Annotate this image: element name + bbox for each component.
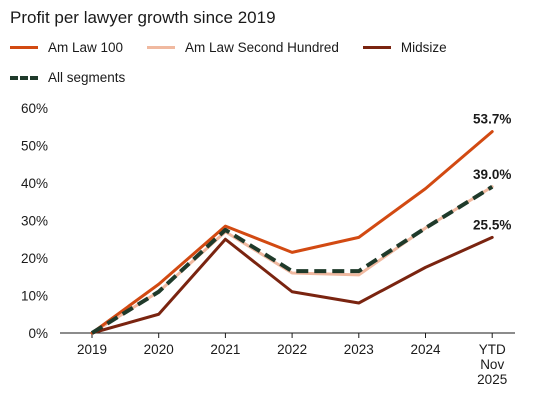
y-tick-label: 40% [21,176,48,191]
y-tick-label: 0% [28,326,48,341]
y-tick-label: 30% [21,214,48,229]
legend-label-am-law-second-hundred: Am Law Second Hundred [185,40,339,55]
x-tick-label: 2023 [344,342,374,357]
legend-swatch-am-law-100 [10,46,38,49]
data-label: 53.7% [473,112,511,127]
x-tick-label: 2019 [77,342,107,357]
chart-title: Profit per lawyer growth since 2019 [10,8,276,27]
legend-swatch-midsize [362,46,391,49]
legend-swatch-all-segments [10,75,38,80]
x-tick-label: 2021 [210,342,240,357]
y-tick-label: 50% [21,139,48,154]
y-tick-label: 20% [21,251,48,266]
y-tick-label: 60% [21,101,48,116]
series-line-all-segments [90,185,494,335]
data-label: 39.0% [473,167,511,182]
x-tick-label: YTD Nov 2025 [477,342,507,387]
x-tick-label: 2020 [144,342,174,357]
legend-label-all-segments: All segments [48,70,126,85]
legend: Am Law 100 Am Law Second Hundred Midsize [10,40,447,55]
x-tick-label: 2022 [277,342,307,357]
series-line-am-law-100 [90,130,494,335]
legend-swatch-am-law-second-hundred [147,46,176,49]
series-line-am-law-second-hundred [90,185,494,335]
data-label: 25.5% [473,217,511,232]
legend-row-2: All segments [10,70,125,85]
legend-label-am-law-100: Am Law 100 [48,40,124,55]
legend-label-midsize: Midsize [400,40,447,55]
x-tick-label: 2024 [410,342,441,357]
series-line-midsize [90,235,494,335]
y-tick-label: 10% [21,289,48,304]
